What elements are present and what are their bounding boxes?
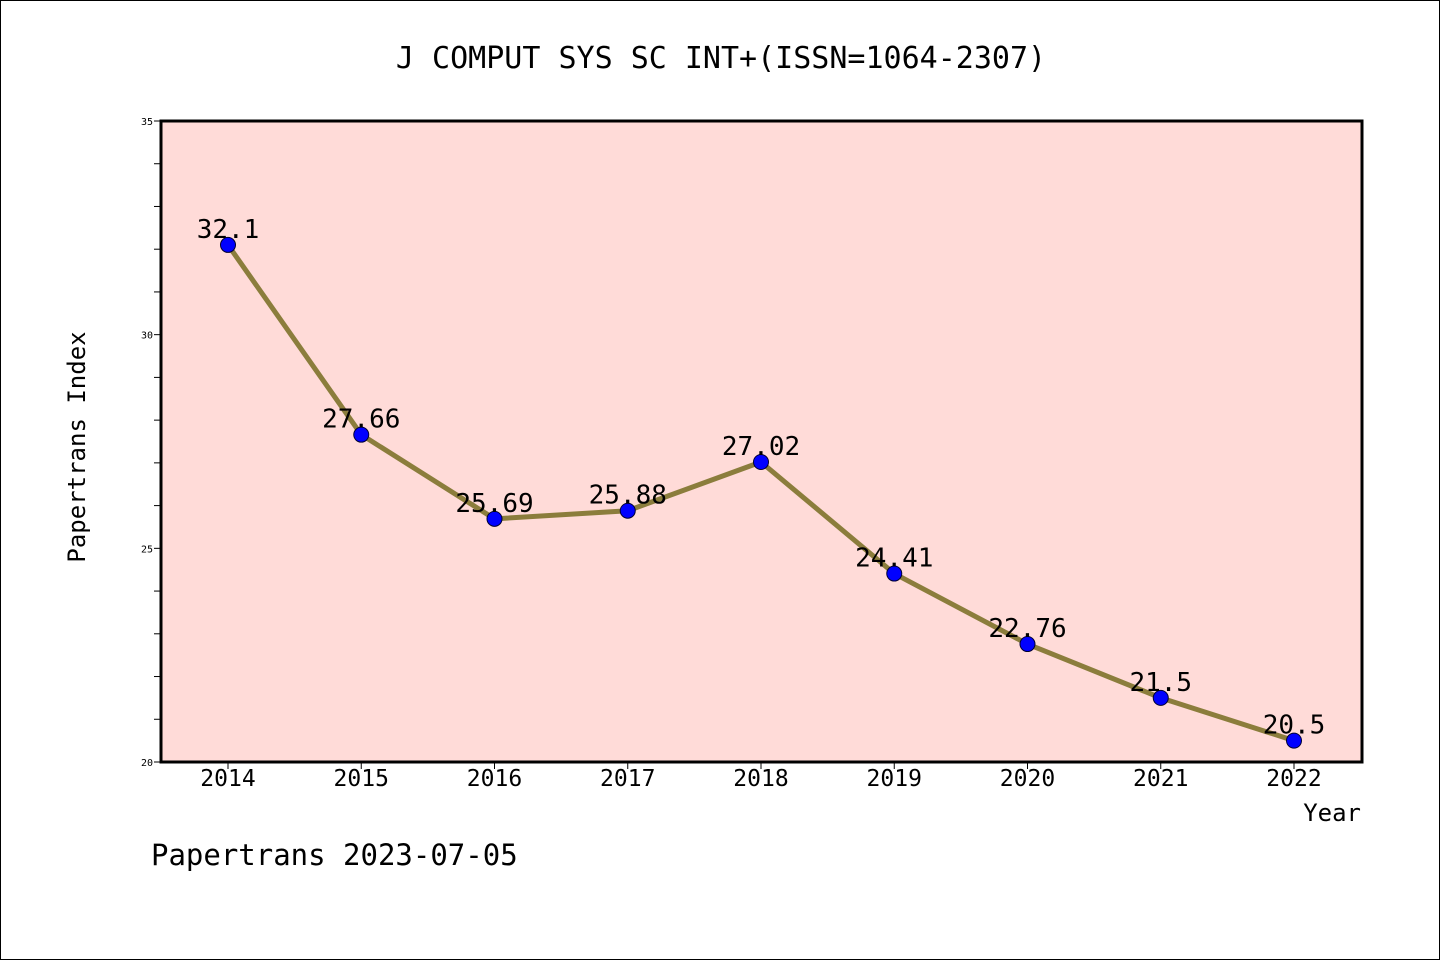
x-tick-label: 2020 — [1000, 766, 1055, 792]
data-label: 24.41 — [855, 544, 933, 574]
x-tick-label: 2018 — [733, 766, 788, 792]
data-label: 22.76 — [988, 614, 1066, 644]
x-tick-label: 2014 — [200, 766, 255, 792]
y-axis-ticks: 20 25 30 35 — [141, 117, 161, 769]
data-point — [486, 510, 503, 527]
y-axis-label: Papertrans Index — [63, 331, 91, 562]
data-point — [353, 426, 370, 443]
data-label: 27.66 — [322, 405, 400, 435]
data-point — [753, 454, 769, 471]
data-label: 27.02 — [722, 432, 800, 462]
x-tick-label: 2019 — [867, 766, 922, 792]
data-label: 32.1 — [197, 215, 260, 245]
data-point — [1152, 689, 1169, 706]
x-axis-ticks: 2014 2015 2016 2017 2018 2019 2020 2021 2022 — [200, 762, 1322, 792]
footer-text: Papertrans 2023-07-05 — [151, 838, 518, 872]
data-point — [619, 502, 636, 519]
data-point — [1286, 732, 1302, 749]
series-line-group: 32.1 27.66 25.69 25.88 27.02 24.41 22.76 21.5 20… — [197, 215, 1326, 749]
x-tick-label: 2017 — [600, 766, 655, 792]
data-label: 25.69 — [455, 489, 533, 519]
y-tick-label: 35 — [141, 117, 153, 128]
data-label: 20.5 — [1263, 711, 1326, 741]
x-tick-label: 2022 — [1266, 766, 1321, 792]
x-tick-label: 2016 — [467, 766, 522, 792]
y-tick-label: 30 — [141, 331, 153, 342]
data-point — [886, 565, 903, 582]
data-point — [220, 236, 236, 253]
data-point — [1019, 636, 1036, 653]
x-tick-label: 2015 — [334, 766, 389, 792]
data-label: 25.88 — [589, 481, 667, 511]
y-tick-label: 20 — [141, 758, 153, 769]
x-axis-label: Year — [1303, 799, 1361, 827]
data-label: 21.5 — [1129, 668, 1192, 698]
chart-title: J COMPUT SYS SC INT+(ISSN=1064-2307) — [396, 41, 1046, 76]
y-tick-label: 25 — [141, 544, 153, 555]
x-tick-label: 2021 — [1133, 766, 1188, 792]
